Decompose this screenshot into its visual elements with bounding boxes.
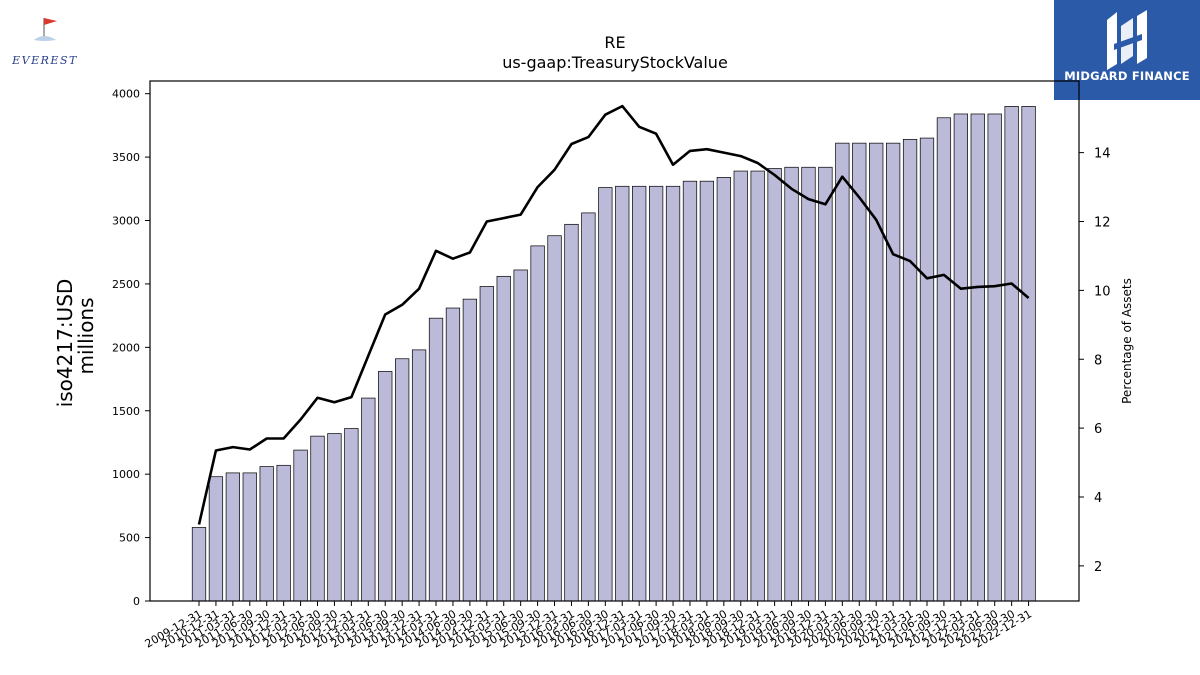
y2-tick-label: 6 xyxy=(1094,422,1102,437)
bar xyxy=(919,137,935,602)
bar xyxy=(886,142,901,602)
everest-logo-text: EVEREST xyxy=(12,54,78,67)
bar xyxy=(462,298,478,602)
bar xyxy=(936,117,952,602)
y-tick-label: 3500 xyxy=(112,151,140,164)
bar xyxy=(513,269,528,602)
y-tick-label: 2500 xyxy=(112,278,140,291)
bar xyxy=(479,286,494,602)
bar xyxy=(615,185,630,602)
bar xyxy=(191,527,207,602)
y-axis-label-line1: iso4217:USD xyxy=(53,279,77,408)
line-group xyxy=(197,104,1030,525)
y2-tick-label: 10 xyxy=(1094,284,1111,299)
bar xyxy=(699,180,715,602)
bar xyxy=(987,113,1002,602)
bar xyxy=(225,472,240,602)
bar xyxy=(1021,106,1036,602)
bar xyxy=(530,245,545,602)
y2-tick-label: 4 xyxy=(1094,491,1102,506)
bar xyxy=(378,371,393,602)
bar xyxy=(276,464,291,602)
plot-frame xyxy=(149,80,1080,602)
bar xyxy=(902,138,918,602)
bar xyxy=(835,142,850,602)
bar xyxy=(767,168,782,602)
bar xyxy=(648,185,664,602)
bar xyxy=(361,397,376,602)
bar xyxy=(682,180,698,602)
y-tick-label: 1000 xyxy=(112,468,140,481)
midgard-mark-icon xyxy=(1107,10,1147,70)
bar xyxy=(547,235,562,602)
bar xyxy=(953,113,968,602)
chart-subtitle: us-gaap:TreasuryStockValue xyxy=(502,53,728,72)
bar xyxy=(1004,106,1019,602)
bar xyxy=(716,177,731,602)
bar xyxy=(598,187,613,602)
bar xyxy=(411,349,427,602)
bar xyxy=(818,166,833,602)
y-tick-label: 3000 xyxy=(112,215,140,228)
bar xyxy=(750,170,765,602)
y2-tick-label: 8 xyxy=(1094,353,1102,368)
bar xyxy=(293,449,308,602)
y-tick-label: 1500 xyxy=(112,405,140,418)
bar xyxy=(242,472,257,602)
bar xyxy=(327,433,342,602)
bar xyxy=(310,435,325,602)
bar xyxy=(733,170,748,602)
bar xyxy=(445,307,461,602)
bar xyxy=(970,113,985,602)
bar xyxy=(259,466,274,602)
y-axis-label-line2: millions xyxy=(74,297,98,374)
y2-axis-label: Percentage of Assets xyxy=(1120,278,1134,404)
bar xyxy=(784,166,799,602)
bar xyxy=(665,185,681,602)
y-tick-label: 4000 xyxy=(112,88,140,101)
y2-tick-label: 14 xyxy=(1094,147,1111,162)
y-axis-left: 0 500 1000 1500 2000 2500 3000 3500 4000 xyxy=(112,88,150,608)
bar xyxy=(496,275,511,602)
bar xyxy=(208,476,224,602)
bar xyxy=(581,212,596,602)
bar xyxy=(801,166,816,602)
y2-tick-label: 2 xyxy=(1094,560,1102,575)
bar xyxy=(564,223,579,602)
y2-tick-label: 12 xyxy=(1094,216,1111,231)
line-series xyxy=(197,104,1030,525)
bars-group xyxy=(191,106,1036,602)
bar xyxy=(632,185,647,602)
y-tick-label: 2000 xyxy=(112,341,140,354)
midgard-logo-text: MIDGARD FINANCE xyxy=(1064,69,1190,83)
y-tick-label: 500 xyxy=(119,532,140,545)
everest-flag-icon xyxy=(34,18,57,41)
bar xyxy=(428,317,444,602)
y-axis-right: 2 4 6 8 10 12 14 xyxy=(1079,147,1111,575)
x-axis: 2009-12-312010-12-312011-03-312011-06-30… xyxy=(143,601,1034,651)
bar xyxy=(852,142,867,602)
everest-logo: EVEREST xyxy=(4,12,86,72)
bar xyxy=(344,428,359,602)
midgard-finance-logo: MIDGARD FINANCE xyxy=(1054,0,1200,100)
bar xyxy=(395,358,410,602)
y-tick-label: 0 xyxy=(133,595,140,608)
chart-title: RE xyxy=(604,33,625,52)
